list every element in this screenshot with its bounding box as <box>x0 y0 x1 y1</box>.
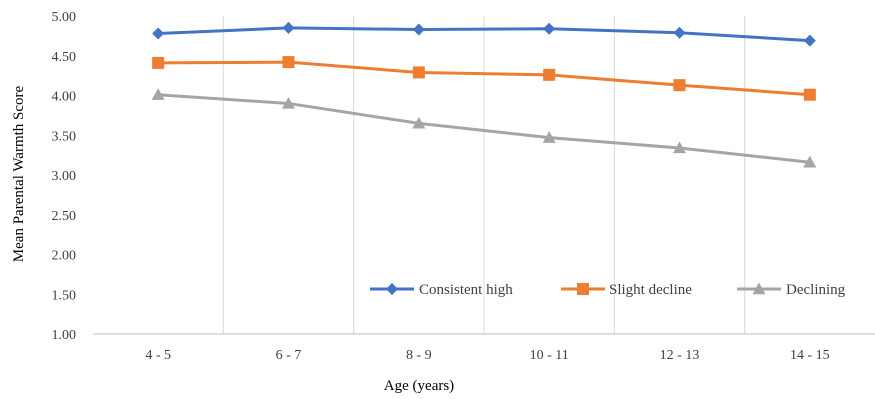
data-point <box>542 131 556 143</box>
y-tick-label: 2.50 <box>52 209 77 224</box>
data-point <box>803 34 816 47</box>
data-point <box>282 56 295 69</box>
data-point <box>673 79 686 92</box>
series-group <box>152 21 816 47</box>
data-point <box>412 66 425 79</box>
series-line <box>156 60 812 97</box>
data-point <box>673 26 686 39</box>
x-axis-title: Age (years) <box>384 378 454 394</box>
x-tick-label: 10 - 11 <box>530 348 569 363</box>
data-point <box>803 88 816 101</box>
data-point <box>151 88 165 100</box>
y-tick-label: 4.00 <box>52 90 77 105</box>
axes: 1.00 1.50 2.00 2.50 3.00 3.50 4.00 4.50 5.00 4 - … <box>52 10 875 363</box>
y-tick-label: 5.00 <box>52 10 77 25</box>
legend-item: Declining <box>737 282 846 298</box>
legend-label: Consistent high <box>419 282 513 298</box>
x-tick-label: 8 - 9 <box>406 348 432 363</box>
data-point <box>412 116 426 129</box>
y-axis-title: Mean Parental Warmth Score <box>11 85 27 262</box>
data-point <box>386 283 398 295</box>
legend: Consistent high Slight decline Declining <box>370 282 846 298</box>
series-line <box>156 26 812 43</box>
legend-label: Declining <box>786 282 846 298</box>
series-group <box>151 88 817 168</box>
data-point <box>412 23 425 36</box>
data-point <box>673 141 686 154</box>
data-point <box>752 282 766 295</box>
y-tick-label: 1.00 <box>52 328 77 343</box>
data-point <box>543 22 556 35</box>
data-point <box>543 68 556 81</box>
series-group <box>152 56 816 101</box>
grid-lines <box>222 16 746 334</box>
legend-label: Slight decline <box>609 282 692 298</box>
x-tick-label: 12 - 13 <box>660 348 700 363</box>
legend-item: Consistent high <box>370 282 513 298</box>
data-point <box>152 27 165 40</box>
y-tick-label: 3.50 <box>52 129 77 144</box>
data-point <box>803 155 817 168</box>
data-point <box>282 96 295 109</box>
x-tick-label: 6 - 7 <box>276 348 302 363</box>
legend-item: Slight decline <box>561 282 692 298</box>
y-tick-label: 4.50 <box>52 50 77 65</box>
data-point <box>152 56 165 69</box>
series-layer <box>151 21 817 168</box>
data-point <box>282 21 295 34</box>
y-tick-label: 3.00 <box>52 169 77 184</box>
y-tick-label: 2.00 <box>52 249 77 264</box>
data-point <box>577 283 589 295</box>
y-tick-label: 1.50 <box>52 288 77 303</box>
x-tick-label: 14 - 15 <box>790 348 830 363</box>
x-tick-label: 4 - 5 <box>145 348 171 363</box>
series-line <box>156 93 812 164</box>
